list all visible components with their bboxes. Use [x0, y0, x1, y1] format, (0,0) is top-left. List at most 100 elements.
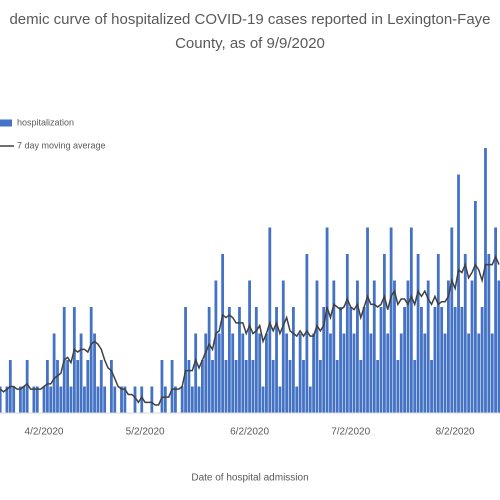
bar	[271, 360, 275, 413]
bar	[308, 386, 312, 413]
bar	[258, 333, 262, 413]
bar	[207, 307, 211, 413]
bar	[416, 254, 420, 413]
bar	[484, 148, 487, 413]
bar	[160, 360, 164, 413]
bar	[113, 386, 117, 413]
bar	[248, 280, 251, 413]
bar	[52, 333, 56, 413]
bar	[345, 254, 349, 413]
bar	[238, 307, 241, 413]
bar	[59, 386, 63, 413]
bar	[453, 307, 457, 413]
bar	[325, 227, 329, 413]
bar	[450, 227, 454, 413]
legend-label: 7 day moving average	[17, 140, 106, 150]
bar	[497, 280, 500, 413]
bar	[221, 254, 225, 413]
bar	[362, 307, 366, 413]
bar	[45, 360, 49, 413]
bar	[490, 333, 494, 413]
bar	[369, 333, 373, 413]
bar	[409, 227, 413, 413]
bar	[298, 333, 302, 413]
bar	[335, 360, 339, 413]
bar	[352, 333, 356, 413]
bar	[430, 360, 433, 413]
bar	[278, 386, 282, 413]
bar	[76, 360, 80, 413]
legend-label: hospitalization	[17, 117, 74, 127]
bar	[440, 307, 444, 413]
x-tick-label: 5/2/2020	[126, 427, 165, 438]
bar	[312, 333, 316, 413]
x-axis-title: Date of hospital admission	[191, 473, 308, 484]
bar	[251, 360, 255, 413]
bar	[103, 386, 107, 413]
bar	[163, 386, 167, 413]
bar	[295, 386, 299, 413]
bar	[349, 307, 353, 413]
bar	[19, 386, 22, 413]
bar	[399, 333, 403, 413]
bar	[420, 307, 423, 413]
bar	[393, 280, 396, 413]
bar	[133, 386, 137, 413]
bar	[241, 333, 245, 413]
bar	[150, 386, 154, 413]
bar	[494, 227, 497, 413]
x-tick-label: 8/2/2020	[436, 427, 475, 438]
bar	[382, 254, 386, 413]
x-tick-label: 4/2/2020	[25, 427, 64, 438]
bar	[403, 307, 406, 413]
bar	[194, 333, 198, 413]
bar	[123, 386, 127, 413]
bar	[470, 280, 474, 413]
legend-swatch	[0, 119, 12, 127]
bar	[231, 333, 235, 413]
bar	[214, 280, 218, 413]
bar	[72, 307, 76, 413]
bar	[457, 174, 460, 413]
bar	[35, 386, 39, 413]
bar	[285, 333, 289, 413]
bar	[66, 360, 69, 413]
moving-average-line	[0, 254, 500, 406]
bar	[174, 386, 177, 413]
bar	[32, 386, 36, 413]
bar	[244, 360, 248, 413]
bar	[22, 386, 26, 413]
x-tick-label: 6/2/2020	[230, 427, 269, 438]
bar	[190, 386, 194, 413]
bar	[201, 360, 204, 413]
bar	[366, 227, 369, 413]
bar	[89, 307, 93, 413]
bar	[79, 333, 83, 413]
bar	[56, 360, 59, 413]
bar	[463, 254, 467, 413]
bar	[447, 280, 450, 413]
bar	[396, 360, 400, 413]
bar	[356, 280, 359, 413]
bar	[406, 280, 410, 413]
bar	[443, 333, 447, 413]
bar	[372, 280, 376, 413]
chart-title: County, as of 9/9/2020	[175, 35, 325, 52]
bar	[0, 386, 2, 413]
bar	[224, 360, 228, 413]
bar	[265, 333, 268, 413]
bar	[99, 360, 103, 413]
bar	[96, 386, 100, 413]
bar	[140, 386, 144, 413]
bar	[275, 307, 278, 413]
bar	[467, 333, 471, 413]
bar	[211, 360, 214, 413]
bar	[49, 386, 53, 413]
bar	[413, 360, 417, 413]
bar	[477, 333, 481, 413]
bar	[234, 360, 238, 413]
bar	[69, 386, 73, 413]
bar	[332, 280, 336, 413]
bar	[268, 227, 272, 413]
